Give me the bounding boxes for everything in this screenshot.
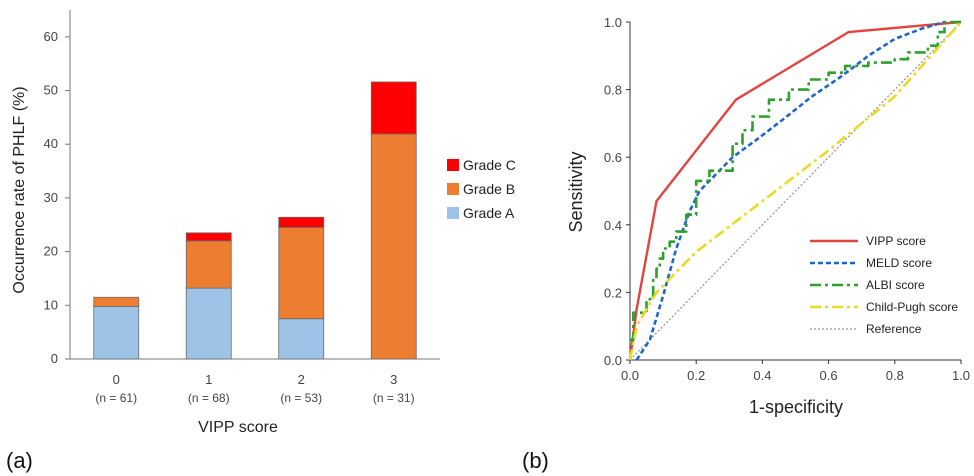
bar-grade-a bbox=[278, 318, 325, 360]
x-tick-sublabel: (n = 53) bbox=[280, 391, 322, 405]
x-tick-sublabel: (n = 61) bbox=[95, 391, 137, 405]
bars-a bbox=[93, 81, 417, 360]
y-tick-label: 0.6 bbox=[604, 150, 622, 165]
legend-label: ALBI score bbox=[866, 278, 925, 292]
x-axis-label: VIPP score bbox=[198, 419, 278, 436]
y-tick-label: 40 bbox=[44, 136, 58, 151]
axes-b bbox=[626, 21, 962, 364]
x-tick-label: 0.4 bbox=[753, 368, 771, 383]
legend-label: Grade C bbox=[463, 157, 516, 173]
bar-grade-b bbox=[185, 240, 232, 289]
y-tick-label: 0 bbox=[51, 351, 58, 366]
x-axis-label: 1-specificity bbox=[749, 397, 843, 417]
legend-a: Grade C Grade B Grade A bbox=[447, 157, 516, 221]
y-tick-label: 60 bbox=[44, 29, 58, 44]
legend-label: Grade A bbox=[463, 205, 515, 221]
legend-b: VIPP score MELD score ALBI score Child-Pugh… bbox=[810, 234, 958, 336]
y-tick-label: 0.8 bbox=[604, 83, 622, 98]
bar-grade-b bbox=[370, 133, 417, 360]
y-axis-label: Occurrence rate of PHLF (%) bbox=[11, 86, 28, 293]
x-tick-sublabel: (n = 31) bbox=[373, 391, 415, 405]
y-tick-label: 0.0 bbox=[604, 353, 622, 368]
legend-label: VIPP score bbox=[866, 234, 926, 248]
bar-grade-a bbox=[185, 287, 232, 360]
y-tick-label: 1.0 bbox=[604, 15, 622, 30]
bar-grade-b bbox=[278, 227, 325, 320]
bar-grade-b bbox=[93, 296, 140, 307]
y-tick-label: 10 bbox=[44, 297, 58, 312]
roc-line-vipp-score bbox=[628, 20, 962, 361]
tick-labels-b: 0.0 0.2 0.4 0.6 0.8 1.0 0.0 0.2 0.4 0.6 0.8 1.0 bbox=[604, 15, 970, 383]
legend-label: Reference bbox=[866, 322, 922, 336]
x-tick-label: 2 bbox=[298, 372, 305, 387]
bar-grade-c bbox=[278, 216, 325, 228]
stacked-bar-chart: 0 10 20 30 40 50 60 0 (n = 61) 1 (n = 68) 2 (n = 53)… bbox=[6, 10, 516, 473]
tick-labels-a: 0 10 20 30 40 50 60 0 (n = 61) 1 (n = 68) 2 (n = 53)… bbox=[44, 29, 415, 405]
roc-line-albi-score bbox=[630, 20, 961, 341]
y-axis-label: Sensitivity bbox=[566, 151, 586, 232]
y-tick-label: 20 bbox=[44, 244, 58, 259]
panel-label-a: (a) bbox=[6, 448, 33, 473]
y-tick-label: 0.4 bbox=[604, 218, 622, 233]
bar-grade-c bbox=[185, 232, 232, 242]
y-tick-label: 0.2 bbox=[604, 285, 622, 300]
legend-label: MELD score bbox=[866, 256, 932, 270]
legend-swatch bbox=[447, 207, 459, 219]
legend-swatch bbox=[447, 183, 459, 195]
x-tick-label: 1 bbox=[205, 372, 212, 387]
legend-label: Child-Pugh score bbox=[866, 300, 958, 314]
bar-grade-c bbox=[370, 81, 417, 135]
x-tick-label: 0 bbox=[113, 372, 120, 387]
roc-line-meld-score bbox=[635, 20, 945, 361]
x-tick-label: 0.2 bbox=[687, 368, 705, 383]
y-tick-label: 30 bbox=[44, 190, 58, 205]
y-tick-label: 50 bbox=[44, 83, 58, 98]
legend-swatch bbox=[447, 159, 459, 171]
x-tick-sublabel: (n = 68) bbox=[188, 391, 230, 405]
x-tick-label: 0.8 bbox=[886, 368, 904, 383]
roc-line-child-pugh-score bbox=[628, 21, 962, 361]
x-tick-label: 0.0 bbox=[621, 368, 639, 383]
x-tick-label: 1.0 bbox=[952, 368, 970, 383]
roc-curves bbox=[628, 20, 962, 361]
x-tick-label: 0.6 bbox=[820, 368, 838, 383]
bar-grade-a bbox=[93, 305, 140, 360]
roc-line-reference bbox=[629, 21, 962, 361]
legend-label: Grade B bbox=[463, 181, 515, 197]
x-tick-label: 3 bbox=[390, 372, 397, 387]
